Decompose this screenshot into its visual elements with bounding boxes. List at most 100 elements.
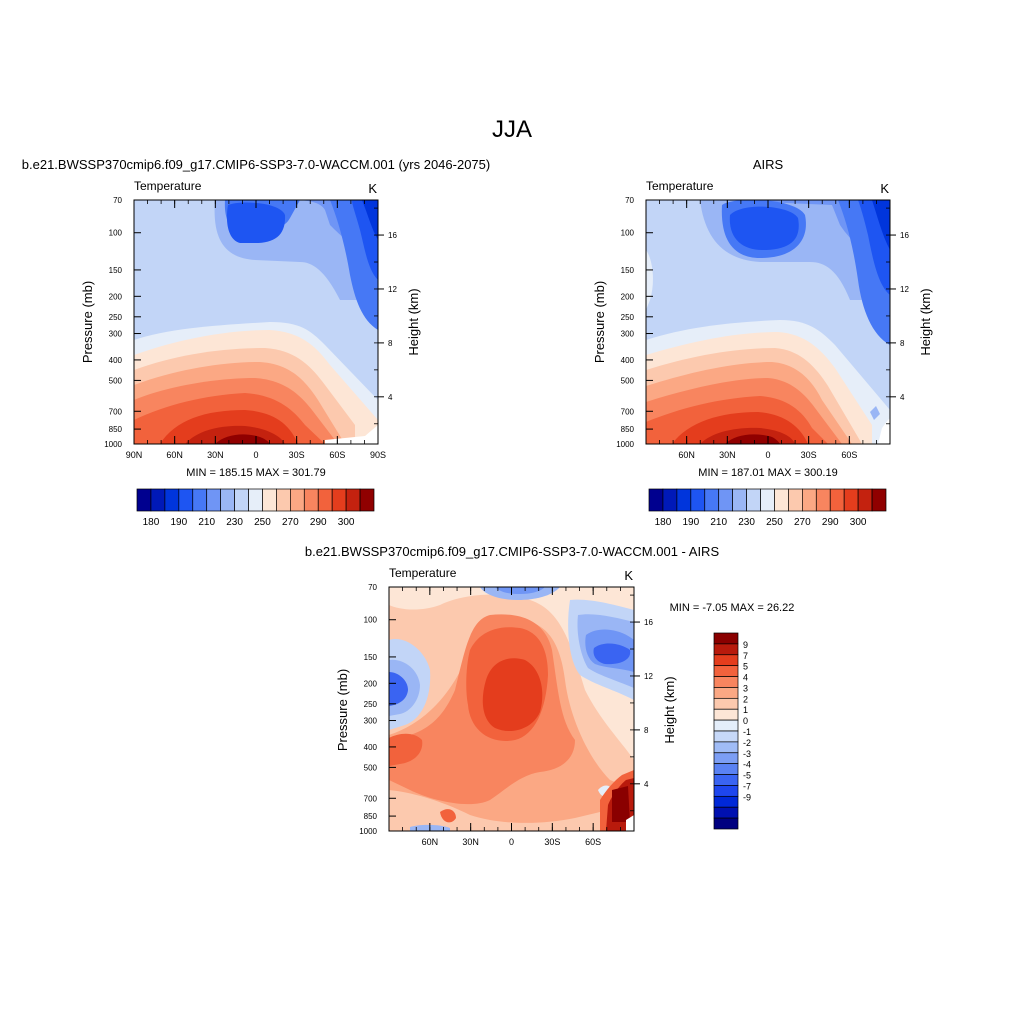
colorbar-model-label: 290 bbox=[310, 517, 327, 528]
colorbar-airs-swatch bbox=[774, 488, 789, 512]
colorbar-model-label: 300 bbox=[338, 517, 355, 528]
colorbar-airs-label: 230 bbox=[738, 517, 755, 528]
contour-band bbox=[389, 733, 423, 766]
contour-band bbox=[729, 206, 799, 250]
panel-difference-y-tick-label: 200 bbox=[364, 679, 378, 688]
colorbar-difference-swatch bbox=[713, 632, 739, 645]
panel-difference-units-label: K bbox=[624, 568, 633, 583]
colorbar-model-label: 270 bbox=[282, 517, 299, 528]
panel-difference-y-tick-label: 1000 bbox=[359, 827, 377, 836]
panel-airs-field bbox=[646, 200, 890, 444]
panel-model-y2-tick-label: 12 bbox=[388, 285, 397, 294]
colorbar-airs-label: 180 bbox=[655, 517, 672, 528]
colorbar-difference-label: -1 bbox=[743, 727, 751, 737]
colorbar-model-swatch bbox=[345, 488, 361, 512]
panel-difference-x-tick-label: 30N bbox=[462, 837, 479, 847]
panel-airs-y2-tick-label: 16 bbox=[900, 231, 909, 240]
panel-model-y2-tick-label: 8 bbox=[388, 339, 393, 348]
panel-model-y-tick-label: 150 bbox=[109, 266, 123, 275]
colorbar-airs-swatch bbox=[857, 488, 873, 512]
colorbar-model-swatch bbox=[317, 488, 333, 512]
colorbar-difference-swatch bbox=[713, 730, 739, 743]
colorbar-airs-swatch bbox=[676, 488, 692, 512]
colorbar-airs-label: 270 bbox=[794, 517, 811, 528]
colorbar-model-label: 190 bbox=[170, 517, 187, 528]
panel-airs-y-tick-label: 400 bbox=[621, 356, 635, 365]
panel-airs-y-tick-label: 70 bbox=[625, 196, 634, 205]
panel-airs-x-tick-label: 30N bbox=[719, 450, 736, 460]
panel-model-y-tick-label: 850 bbox=[109, 425, 123, 434]
colorbar-airs-label: 290 bbox=[822, 517, 839, 528]
colorbar-model-swatch bbox=[290, 488, 305, 512]
panel-model-x-tick-label: 30N bbox=[207, 450, 224, 460]
colorbar-model-label: 250 bbox=[254, 517, 271, 528]
colorbar-model-label: 230 bbox=[226, 517, 243, 528]
colorbar-model-swatch bbox=[192, 488, 208, 512]
panel-model-x-tick-label: 90N bbox=[126, 450, 143, 460]
colorbar-model-swatch bbox=[331, 488, 347, 512]
panel-airs-y2label: Height (km) bbox=[918, 288, 933, 355]
colorbar-airs-swatch bbox=[662, 488, 678, 512]
colorbar-difference-swatch bbox=[713, 643, 739, 656]
colorbar-airs-swatch bbox=[732, 488, 747, 512]
missing-data-mask bbox=[626, 815, 634, 831]
colorbar-model-swatch bbox=[359, 488, 375, 512]
panel-difference-y-tick-label: 850 bbox=[364, 812, 378, 821]
panel-model-y-tick-label: 100 bbox=[109, 229, 123, 238]
colorbar-difference-swatch bbox=[713, 719, 739, 732]
panel-difference-y-tick-label: 500 bbox=[364, 763, 378, 772]
contour-band bbox=[362, 200, 378, 240]
panel-difference-title: b.e21.BWSSP370cmip6.f09_g17.CMIP6-SSP3-7… bbox=[305, 544, 720, 559]
figure-title: JJA bbox=[492, 116, 532, 143]
panel-model-variable-label: Temperature bbox=[134, 179, 202, 193]
panel-airs-y-tick-label: 200 bbox=[621, 292, 635, 301]
colorbar-difference-swatch bbox=[713, 665, 739, 677]
panel-difference-x-tick-label: 30S bbox=[544, 837, 560, 847]
panel-model-x-tick-label: 60N bbox=[166, 450, 183, 460]
colorbar-difference-swatch bbox=[713, 817, 739, 830]
contour-band bbox=[389, 672, 408, 706]
colorbar-airs-swatch bbox=[746, 488, 761, 512]
panel-airs-variable-label: Temperature bbox=[646, 179, 714, 193]
panel-model-field bbox=[134, 200, 378, 444]
panel-model-y-tick-label: 400 bbox=[109, 356, 123, 365]
colorbar-difference-swatch bbox=[713, 763, 739, 775]
colorbar-airs-swatch bbox=[843, 488, 859, 512]
panel-airs-y-tick-label: 850 bbox=[621, 425, 635, 434]
contour-band bbox=[389, 790, 600, 831]
panel-model-y-tick-label: 500 bbox=[109, 376, 123, 385]
panel-airs-x-tick-label: 0 bbox=[765, 450, 770, 460]
panel-difference: b.e21.BWSSP370cmip6.f09_g17.CMIP6-SSP3-7… bbox=[305, 544, 795, 847]
colorbar-difference-swatch bbox=[713, 774, 739, 786]
colorbar-difference-swatch bbox=[713, 654, 739, 667]
panel-model-y2-tick-label: 4 bbox=[388, 393, 393, 402]
colorbar-model-swatch bbox=[220, 488, 235, 512]
missing-data-mask bbox=[325, 425, 378, 444]
panel-difference-y-tick-label: 400 bbox=[364, 743, 378, 752]
colorbar-model-swatch bbox=[262, 488, 277, 512]
panel-model-x-tick-label: 0 bbox=[253, 450, 258, 460]
panel-difference-y2-tick-label: 12 bbox=[644, 672, 653, 681]
panel-model-y2label: Height (km) bbox=[406, 288, 421, 355]
colorbar-difference-swatch bbox=[713, 676, 739, 688]
panel-airs-y-tick-label: 100 bbox=[621, 229, 635, 238]
colorbar-difference-swatch bbox=[713, 795, 739, 808]
colorbar-model-swatch bbox=[150, 488, 166, 512]
colorbar-airs-swatch bbox=[802, 488, 817, 512]
colorbar-airs-swatch bbox=[648, 488, 664, 512]
contour-band bbox=[440, 809, 456, 823]
panel-airs-stats: MIN = 187.01 MAX = 300.19 bbox=[698, 467, 837, 479]
colorbar-difference-label: 3 bbox=[743, 683, 748, 693]
colorbar-difference-label: -9 bbox=[743, 792, 751, 802]
colorbar-airs-label: 250 bbox=[766, 517, 783, 528]
panel-model-y2-tick-label: 16 bbox=[388, 231, 397, 240]
missing-data-mask bbox=[878, 418, 890, 444]
panel-model-units-label: K bbox=[368, 181, 377, 196]
colorbar-difference-label: -7 bbox=[743, 781, 751, 791]
colorbar-model-swatch bbox=[234, 488, 249, 512]
colorbar-difference-swatch bbox=[713, 806, 739, 819]
colorbar-difference-label: 4 bbox=[743, 673, 748, 683]
colorbar-difference-label: -5 bbox=[743, 771, 751, 781]
